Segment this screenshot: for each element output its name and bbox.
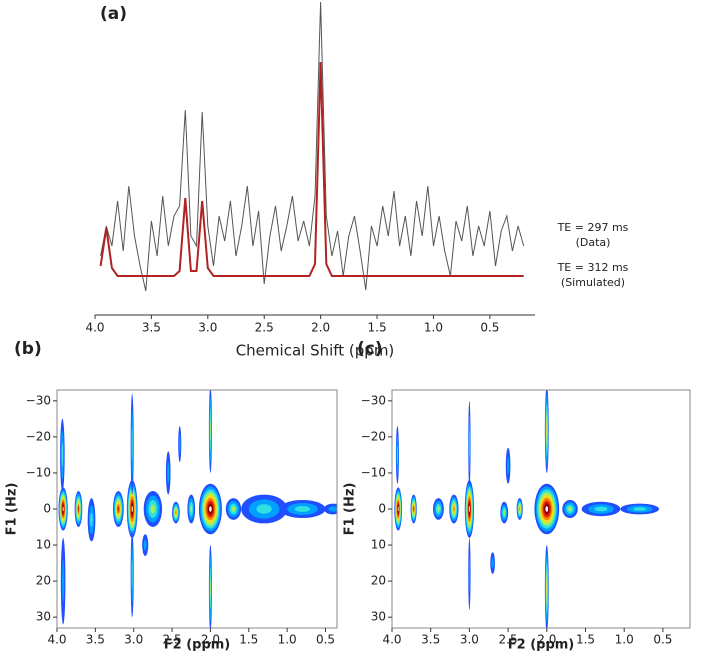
x-tick-label: 1.0 xyxy=(278,633,297,647)
y-axis-label: F1 (Hz) xyxy=(5,483,20,536)
x-tick-label: 1.5 xyxy=(576,633,595,647)
contour-level xyxy=(453,506,455,512)
panel-label: (a) xyxy=(100,4,127,24)
x-tick-label: 1.0 xyxy=(615,633,634,647)
x-tick-label: 2.5 xyxy=(499,633,518,647)
contour-level xyxy=(256,504,272,514)
plot-area xyxy=(394,390,660,628)
y-tick-label: 10 xyxy=(36,538,51,552)
x-tick-label: 2.0 xyxy=(201,633,220,647)
y-tick-label: 0 xyxy=(43,502,51,516)
y-tick-label: −10 xyxy=(361,465,386,479)
contour-level xyxy=(190,505,193,513)
y-tick-label: 30 xyxy=(36,610,51,624)
legend-label: TE = 297 ms xyxy=(557,221,629,234)
x-tick-label: 3.5 xyxy=(142,321,161,335)
contour-level xyxy=(61,442,64,467)
contour-level xyxy=(62,506,64,512)
contour-level xyxy=(61,559,65,603)
y-tick-label: 0 xyxy=(378,502,386,516)
contour-level xyxy=(175,510,177,515)
x-tick-label: 2.0 xyxy=(537,633,556,647)
x-tick-label: 3.0 xyxy=(460,633,479,647)
y-tick-label: 10 xyxy=(371,538,386,552)
x-tick-label: 1.5 xyxy=(368,321,387,335)
contour-level xyxy=(150,504,156,514)
contour-level xyxy=(491,557,494,569)
y-tick-label: 20 xyxy=(371,574,386,588)
y-tick-label: −20 xyxy=(26,429,51,443)
x-tick-label: 0.5 xyxy=(480,321,499,335)
x-tick-label: 4.0 xyxy=(47,633,66,647)
contour-level xyxy=(328,506,337,512)
plot-area xyxy=(58,390,337,628)
x-tick-label: 3.0 xyxy=(198,321,217,335)
contour-level xyxy=(210,418,211,441)
contour-level xyxy=(633,507,647,511)
contour-level xyxy=(468,555,470,592)
contour-level xyxy=(568,506,572,512)
contour-level xyxy=(413,506,415,512)
x-axis-label: F2 (ppm) xyxy=(508,638,575,651)
contour-level xyxy=(469,429,470,459)
panel-label: (c) xyxy=(357,339,383,359)
contour-level xyxy=(437,506,440,512)
contour-level xyxy=(397,506,399,512)
x-axis-label: F2 (ppm) xyxy=(164,638,231,651)
contour-level xyxy=(90,512,93,528)
x-tick-label: 2.5 xyxy=(255,321,274,335)
y-tick-label: −30 xyxy=(26,393,51,407)
contour-level xyxy=(506,456,510,475)
y-tick-label: −20 xyxy=(361,429,386,443)
contour-level xyxy=(117,506,120,512)
x-axis-label: Chemical Shift (ppm) xyxy=(236,342,395,360)
contour-level xyxy=(396,445,398,465)
contour-level xyxy=(131,427,133,461)
contour-level xyxy=(546,421,548,439)
x-tick-label: 0.5 xyxy=(653,633,672,647)
contour-level xyxy=(131,505,133,513)
contour-level xyxy=(594,506,608,512)
contour-level xyxy=(131,559,133,589)
x-tick-label: 2.0 xyxy=(311,321,330,335)
x-tick-label: 3.0 xyxy=(124,633,143,647)
series-line xyxy=(100,1,525,292)
y-tick-label: 20 xyxy=(36,574,51,588)
legend-description: (Simulated) xyxy=(561,276,625,289)
contour-level xyxy=(210,577,211,600)
contour-level xyxy=(231,506,236,512)
contour-level xyxy=(545,506,549,512)
x-tick-label: 4.0 xyxy=(382,633,401,647)
y-tick-label: −30 xyxy=(361,393,386,407)
contour-level xyxy=(468,505,470,513)
contour-level xyxy=(209,506,212,512)
contour-level xyxy=(546,579,548,597)
x-tick-label: 1.0 xyxy=(424,321,443,335)
contour-level xyxy=(167,462,170,484)
contour-level xyxy=(519,507,521,511)
panel-label: (b) xyxy=(14,339,42,359)
contour-level xyxy=(77,506,80,512)
x-tick-label: 3.5 xyxy=(421,633,440,647)
contour-level xyxy=(503,509,506,516)
contour-level xyxy=(294,505,311,513)
y-tick-label: 30 xyxy=(371,610,386,624)
x-tick-label: 2.5 xyxy=(163,633,182,647)
y-tick-label: −10 xyxy=(26,465,51,479)
legend-description: (Data) xyxy=(576,236,611,249)
y-axis-label: F1 (Hz) xyxy=(343,483,358,536)
contour-level xyxy=(143,539,147,551)
x-tick-label: 1.5 xyxy=(239,633,258,647)
legend-label: TE = 312 ms xyxy=(557,261,629,274)
x-tick-label: 0.5 xyxy=(316,633,335,647)
x-tick-label: 3.5 xyxy=(86,633,105,647)
series-line xyxy=(99,61,524,277)
x-tick-label: 4.0 xyxy=(85,321,104,335)
contour-level xyxy=(178,435,181,454)
